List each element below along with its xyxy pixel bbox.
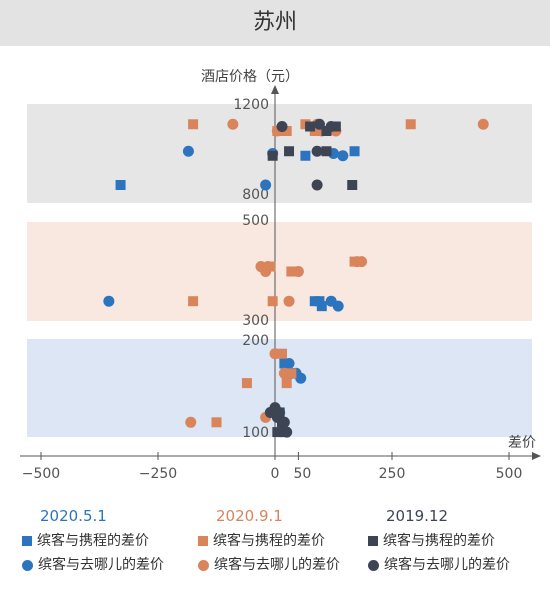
y-tick-label: 300 [242,313,269,329]
data-point-square [281,378,292,389]
data-point-square [267,150,278,161]
legend-label: 缤客与携程的差价 [383,533,495,549]
y-tick-label: 800 [242,187,269,203]
data-point-square [321,146,332,157]
x-axis-arrow-icon [532,452,541,460]
data-point-circle [283,295,295,307]
y-band-background [27,222,532,321]
data-point-square [281,126,292,136]
legend-item: 缤客与携程的差价 [368,529,548,553]
data-point-circle [337,150,349,162]
data-point-square [405,119,416,130]
data-point-circle [295,372,307,384]
data-point-circle [325,121,337,132]
y-axis-arrow-icon [271,85,279,94]
x-tick-label: 50 [293,466,311,482]
data-point-circle [264,407,276,418]
legend-item: 缤客与携程的差价 [198,529,378,553]
data-point-square [300,150,311,161]
data-point-circle [311,145,323,157]
x-tick-label: 250 [379,466,406,482]
legend-group-2020-5-1: 2020.5.1 缤客与携程的差价 缤客与去哪儿的差价 [22,505,202,577]
y-tick-label: 500 [242,213,269,229]
data-point-circle [227,118,239,130]
data-point-square [272,427,283,438]
page-title: 苏州 [252,10,297,35]
data-point-circle [185,416,197,428]
data-point-circle [182,145,194,157]
data-point-circle [356,256,368,268]
circle-marker-icon [22,559,33,571]
legend-label: 缤客与去哪儿的差价 [38,557,164,573]
data-point-circle [260,179,272,191]
y-axis-label: 酒店价格（元） [201,69,299,85]
circle-marker-icon [198,559,209,571]
legend-group-title: 2020.9.1 [216,507,283,525]
data-point-square [267,296,278,307]
circle-marker-icon [368,559,379,571]
legend: 2020.5.1 缤客与携程的差价 缤客与去哪儿的差价 2020.9.1 缤客与… [0,505,550,600]
data-point-square [188,119,199,130]
data-point-circle [313,118,325,130]
data-point-square [286,368,297,379]
data-point-circle [278,367,290,379]
data-point-square [321,126,332,136]
band-backgrounds [27,104,532,437]
data-point-circle [276,121,288,132]
x-tick-label: −250 [139,466,177,482]
square-marker-icon [22,536,32,546]
data-point-circle [269,348,281,360]
data-point-circle [292,266,304,277]
data-point-square [211,417,222,428]
legend-group-title: 2019.12 [386,507,449,525]
x-tick-label: 0 [271,466,280,482]
data-point-square [277,348,288,359]
legend-item: 缤客与去哪儿的差价 [22,553,202,577]
data-point-circle [262,261,274,273]
data-point-square [349,146,360,157]
scatter-chart: −500 −250 0 50 250 500 100 200 300 500 800 1200 酒店价… [20,69,541,482]
x-tick-label: −500 [22,466,60,482]
y-band-background [27,104,532,203]
data-point-circle [332,300,344,312]
legend-label: 缤客与携程的差价 [213,533,325,549]
y-tick-label: 200 [242,333,269,349]
data-point-square [305,121,316,132]
data-point-circle [283,358,295,369]
data-point-circle [278,416,290,428]
axes: −500 −250 0 50 250 500 100 200 300 500 800 1200 [20,85,541,482]
legend-label: 缤客与携程的差价 [37,533,149,549]
x-axis-label: 差价 [508,435,536,451]
data-point-square [115,180,126,190]
square-marker-icon [198,536,208,546]
y-tick-label: 1200 [233,97,269,113]
legend-item: 缤客与去哪儿的差价 [198,553,378,577]
data-point-circle [477,118,489,130]
legend-label: 缤客与去哪儿的差价 [384,557,510,573]
legend-group-title: 2020.5.1 [40,507,107,525]
data-points [103,118,489,438]
legend-group-2019-12: 2019.12 缤客与携程的差价 缤客与去哪儿的差价 [368,505,548,577]
legend-item: 缤客与去哪儿的差价 [368,553,548,577]
title-bar [0,0,550,46]
legend-item: 缤客与携程的差价 [22,529,202,553]
data-point-square [316,301,327,312]
legend-label: 缤客与去哪儿的差价 [214,557,340,573]
data-point-circle [103,295,115,307]
legend-group-2020-9-1: 2020.9.1 缤客与携程的差价 缤客与去哪儿的差价 [198,505,378,577]
square-marker-icon [368,536,378,546]
data-point-circle [311,179,323,191]
data-point-square [284,146,295,157]
y-tick-label: 100 [242,425,269,441]
data-point-square [241,378,252,389]
data-point-square [286,266,297,277]
data-point-square [347,180,358,190]
data-point-square [188,296,199,307]
x-tick-label: 500 [496,466,523,482]
data-point-circle [281,426,293,438]
